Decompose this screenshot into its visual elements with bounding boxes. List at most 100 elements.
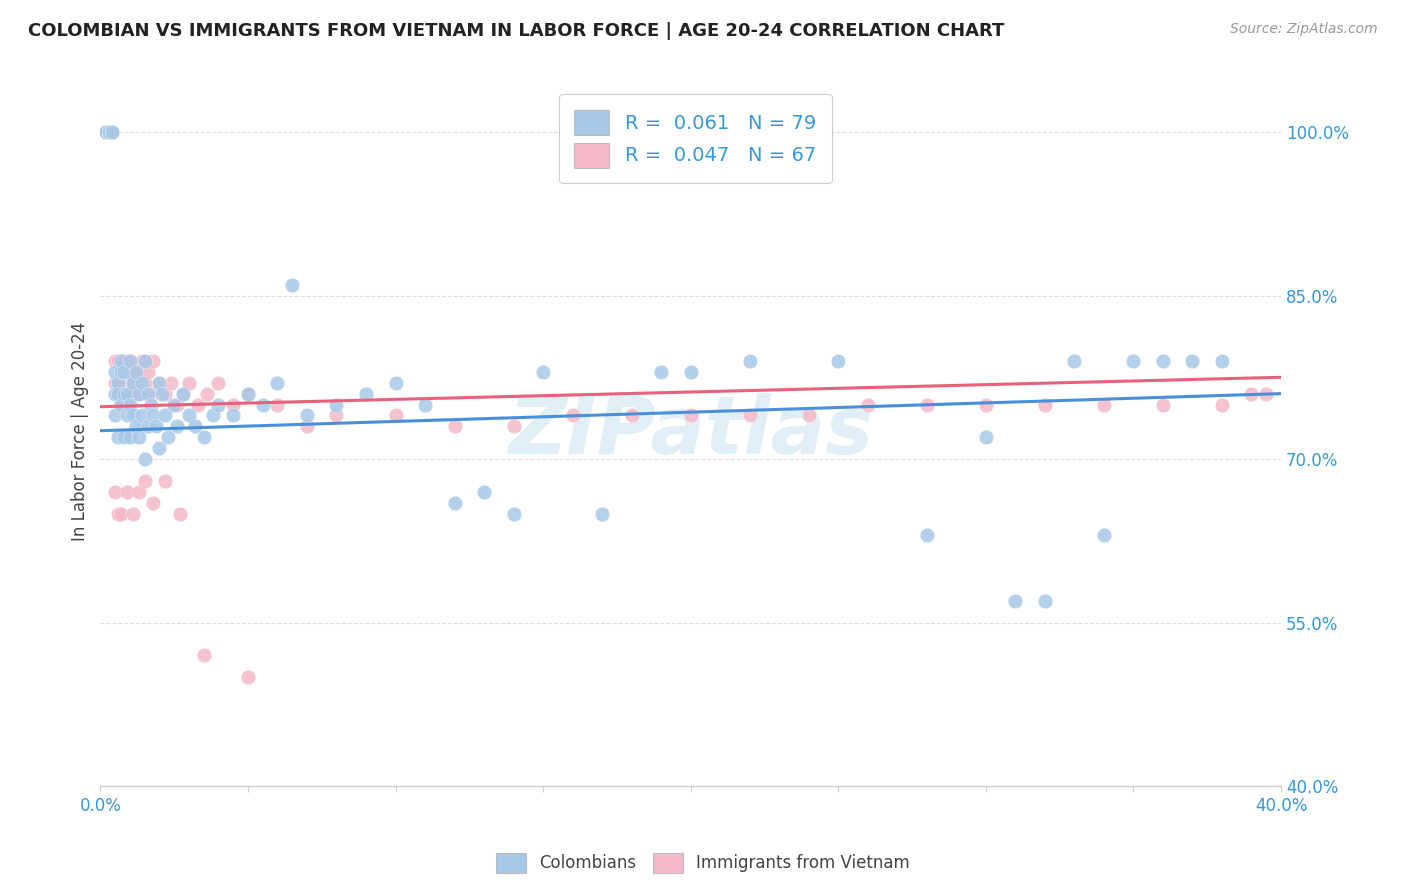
Point [125,365,148,379]
Point [148,376,170,390]
Point [160,376,183,390]
Point [163,398,186,412]
Point [128,386,150,401]
Point [115,484,138,499]
Point [148,376,170,390]
Point [96,125,118,139]
Point [125,365,148,379]
Point [443,419,465,434]
Point [620,409,643,423]
Point [155,409,177,423]
Legend: Colombians, Immigrants from Vietnam: Colombians, Immigrants from Vietnam [489,847,917,880]
Point [974,398,997,412]
Point [107,376,129,390]
Point [679,409,702,423]
Point [1181,354,1204,368]
Point [1240,386,1263,401]
Point [115,386,138,401]
Point [1092,398,1115,412]
Point [738,409,761,423]
Text: Source: ZipAtlas.com: Source: ZipAtlas.com [1230,22,1378,37]
Point [101,125,124,139]
Point [325,409,347,423]
Point [325,398,347,412]
Point [110,398,132,412]
Point [1004,594,1026,608]
Point [96,125,118,139]
Point [222,409,245,423]
Point [915,528,938,542]
Point [150,386,173,401]
Point [236,670,259,684]
Point [115,409,138,423]
Point [118,386,141,401]
Point [1033,594,1056,608]
Point [131,409,153,423]
Point [121,409,143,423]
Point [679,365,702,379]
Point [207,376,229,390]
Point [118,354,141,368]
Point [110,365,132,379]
Point [104,409,127,423]
Point [1211,398,1233,412]
Point [1211,354,1233,368]
Point [101,125,124,139]
Point [827,354,849,368]
Point [110,365,132,379]
Point [107,430,129,444]
Point [131,376,153,390]
Point [384,376,406,390]
Point [413,398,436,412]
Point [121,507,143,521]
Point [266,398,288,412]
Point [134,354,156,368]
Point [142,496,165,510]
Point [236,386,259,401]
Point [134,474,156,488]
Point [177,409,200,423]
Point [104,484,127,499]
Point [201,409,224,423]
Point [112,430,135,444]
Point [98,125,121,139]
Point [1033,398,1056,412]
Point [531,365,554,379]
Text: ZIPatlas: ZIPatlas [508,392,873,471]
Point [128,386,150,401]
Point [797,409,820,423]
Point [1152,398,1174,412]
Point [561,409,583,423]
Point [195,386,218,401]
Point [134,452,156,467]
Point [98,125,121,139]
Point [295,409,318,423]
Point [136,365,159,379]
Point [110,507,132,521]
Point [112,354,135,368]
Point [155,474,177,488]
Point [115,365,138,379]
Point [121,376,143,390]
Point [974,430,997,444]
Point [118,430,141,444]
Point [502,419,524,434]
Point [187,398,209,412]
Point [145,419,167,434]
Point [139,386,162,401]
Point [148,441,170,455]
Point [193,648,215,663]
Point [139,398,162,412]
Point [98,125,121,139]
Point [354,386,377,401]
Point [738,354,761,368]
Point [295,419,318,434]
Point [101,125,124,139]
Point [172,386,194,401]
Point [125,419,148,434]
Point [856,398,879,412]
Point [281,277,304,292]
Point [104,354,127,368]
Point [98,125,121,139]
Point [155,386,177,401]
